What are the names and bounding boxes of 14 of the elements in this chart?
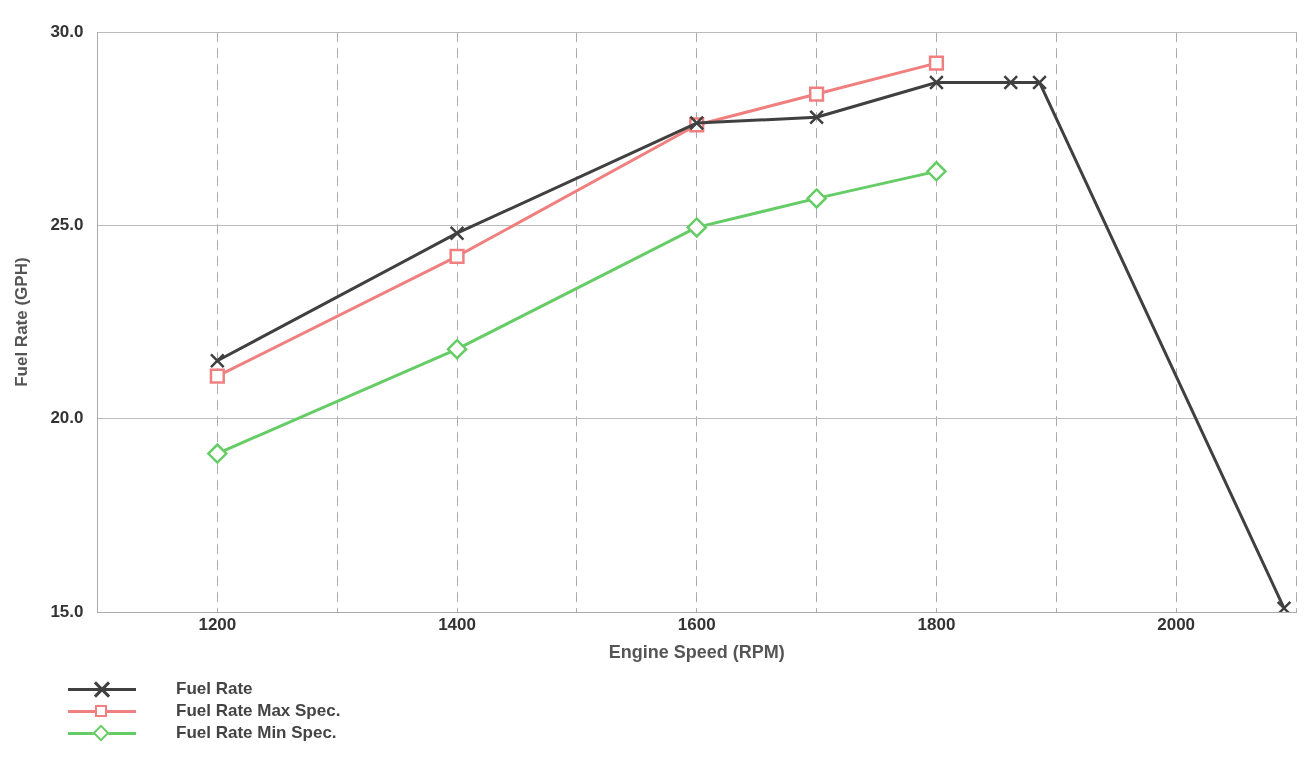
legend-label: Fuel Rate Max Spec.: [176, 701, 341, 721]
y-axis-title: Fuel Rate (GPH): [11, 257, 31, 387]
x-tick-label: 1800: [917, 614, 956, 634]
x-axis-title: Engine Speed (RPM): [608, 642, 785, 663]
y-tick-label: 25.0: [50, 215, 84, 235]
x-tick-label: 1200: [198, 614, 237, 634]
x-tick-label: 2000: [1157, 614, 1196, 634]
x-tick-label: 1600: [677, 614, 716, 634]
y-tick-label: 15.0: [50, 601, 84, 621]
legend-label: Fuel Rate Min Spec.: [176, 723, 337, 743]
y-tick-label: 20.0: [50, 408, 84, 428]
x-tick-label: 1400: [438, 614, 476, 634]
y-tick-label: 30.0: [50, 21, 84, 41]
legend-label: Fuel Rate: [176, 679, 253, 699]
